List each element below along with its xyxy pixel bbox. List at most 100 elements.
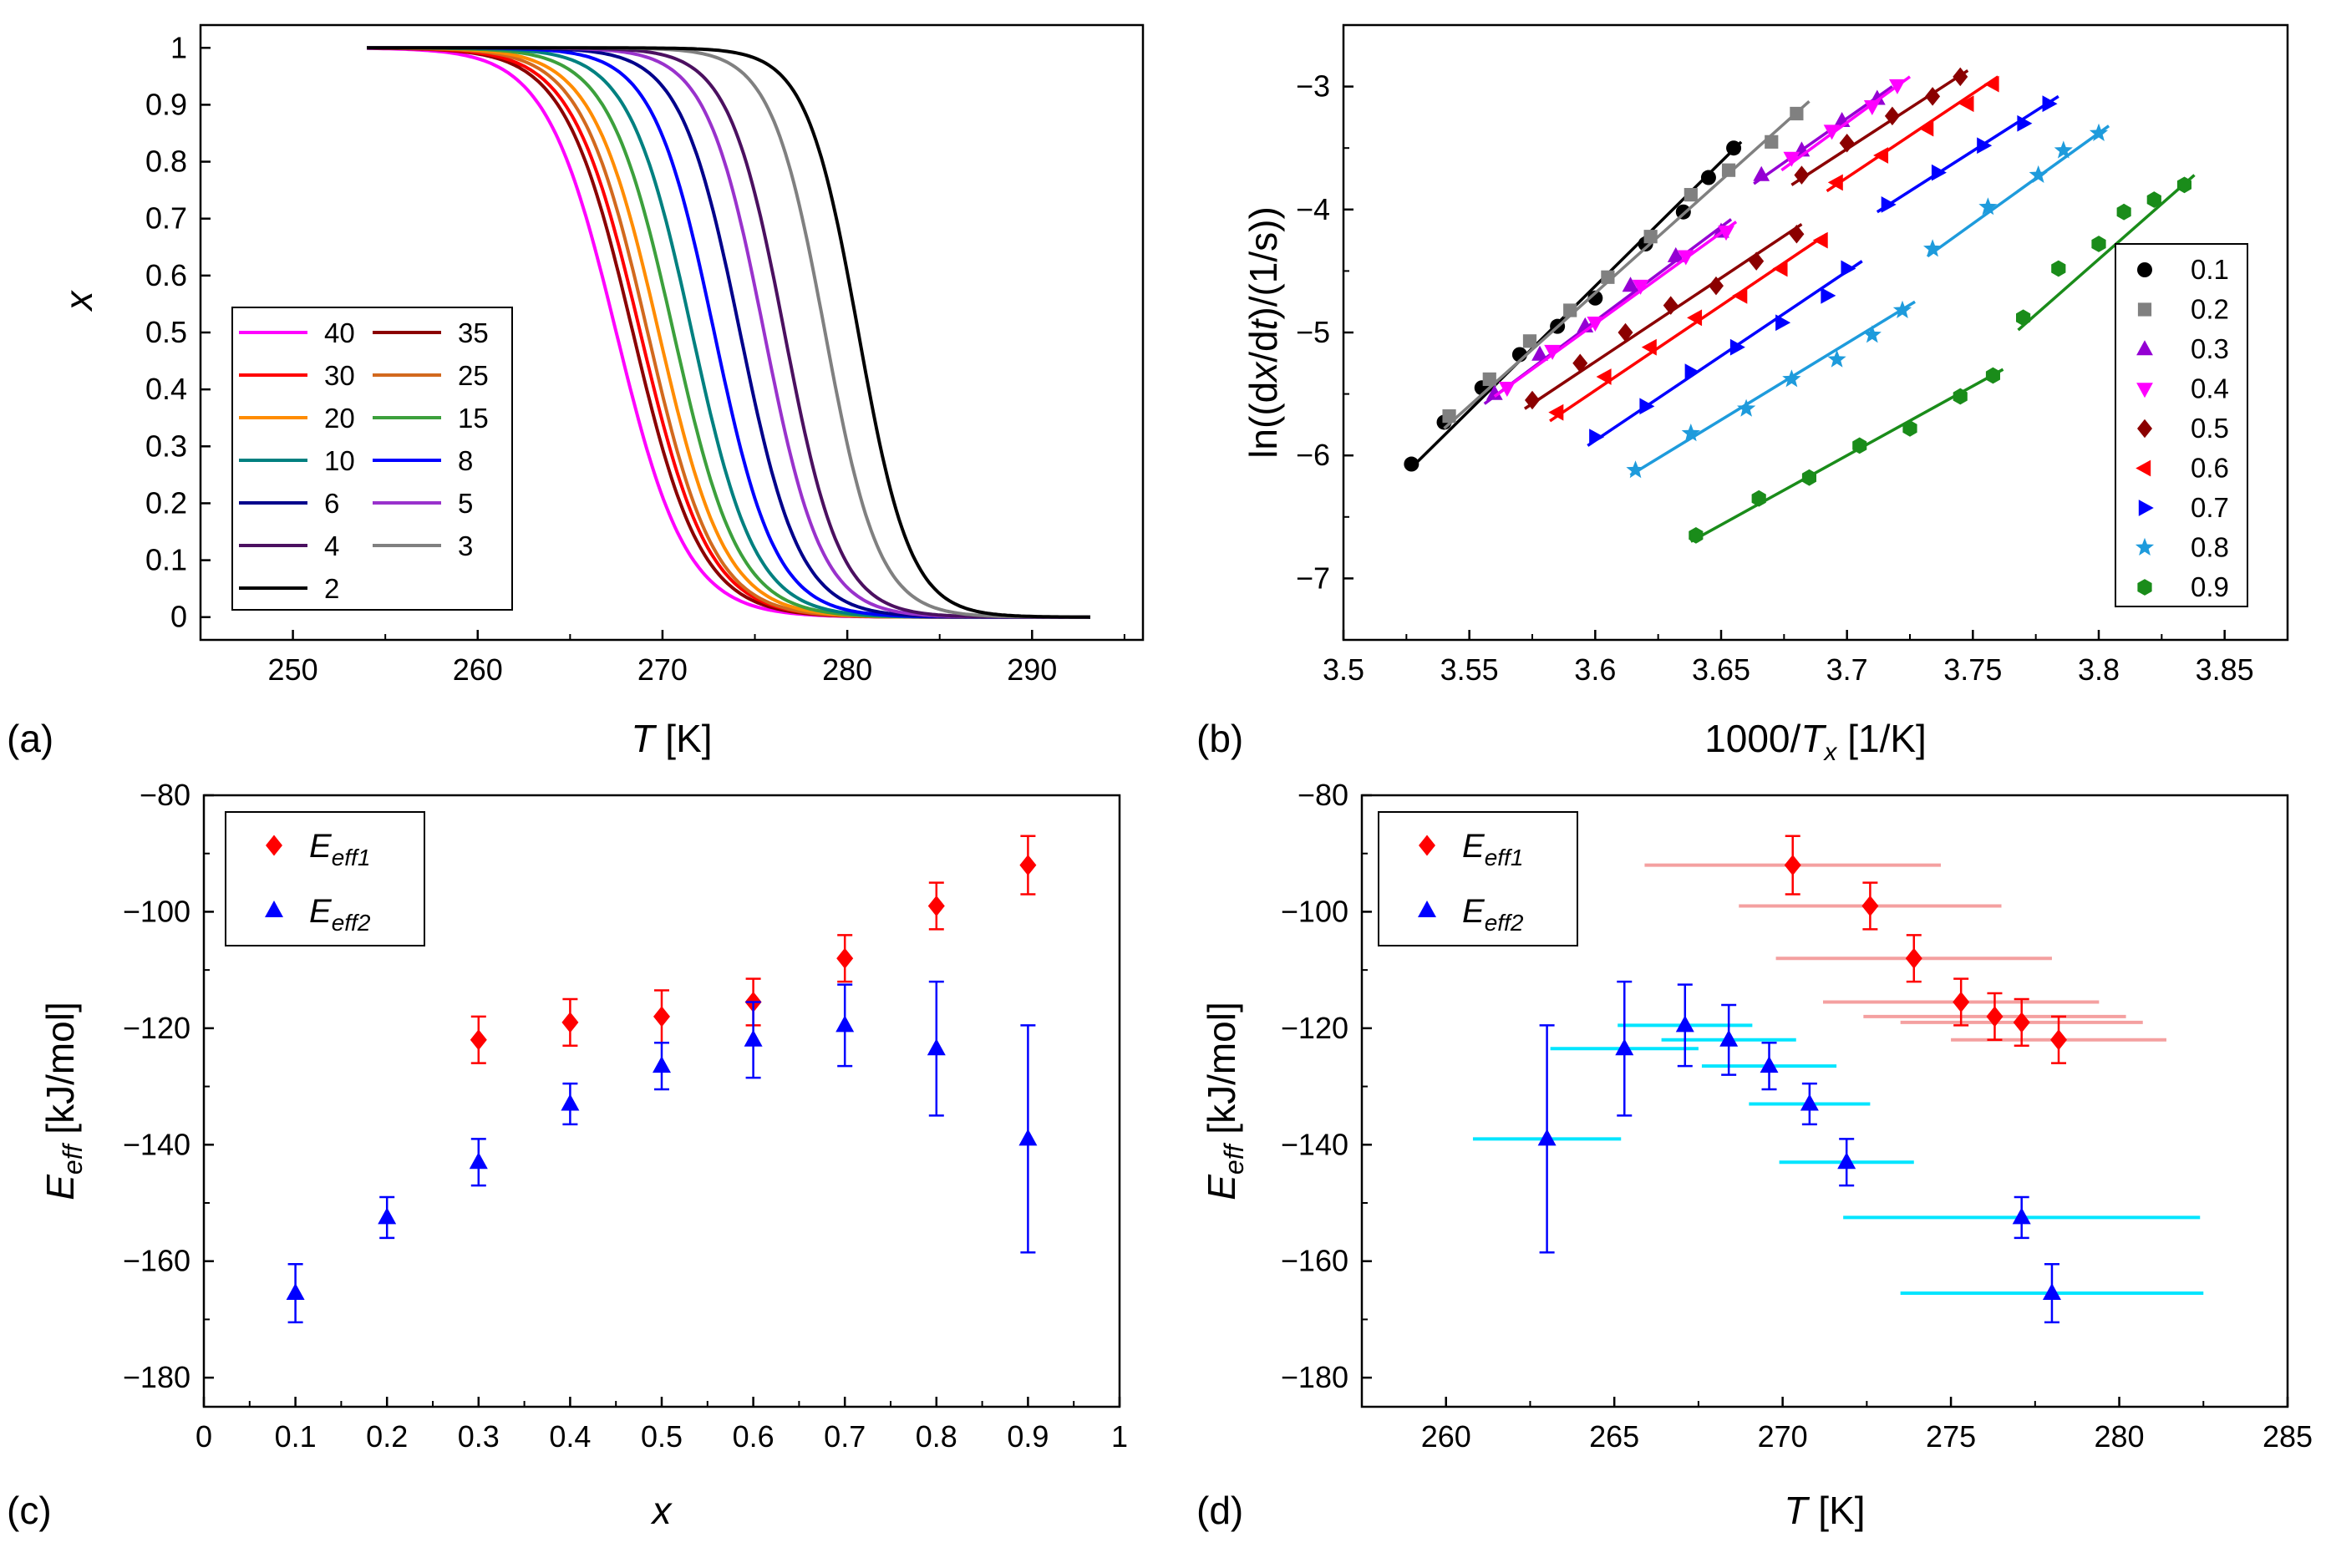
point-0.3 [1753, 165, 1770, 181]
legend-marker-eff1 [1419, 835, 1435, 856]
legend-label-eff1: Eeff1 [309, 828, 370, 870]
point-0.2 [1765, 134, 1779, 149]
point-0.7 [1841, 260, 1856, 277]
point-0.6 [1548, 403, 1564, 421]
point-0.1 [1726, 140, 1742, 156]
point-0.4 [1677, 250, 1694, 266]
fit-line-0.8 [1927, 124, 2110, 258]
x-tick-label: 3.65 [1692, 652, 1750, 687]
legend-label-eff1: Eeff1 [1462, 828, 1523, 870]
point-0.6 [1596, 368, 1612, 385]
point-0.8 [1737, 398, 1756, 417]
x-tick-label: 270 [1758, 1419, 1808, 1454]
point-0.5 [1572, 353, 1588, 373]
fit-line-0.8 [1629, 300, 1916, 477]
point-0.9 [2176, 176, 2191, 194]
point-0.2 [1721, 163, 1736, 177]
y-tick-label: −180 [1281, 1360, 1348, 1394]
point-eff2 [1837, 1152, 1856, 1170]
y-tick-label: 0.1 [145, 543, 187, 577]
plot-frame [1360, 794, 2289, 1408]
point-0.6 [1687, 309, 1703, 327]
point-eff2 [1760, 1056, 1779, 1073]
point-eff1 [470, 1029, 487, 1051]
y-axis-unit: [kJ/mol] [1200, 1002, 1243, 1144]
chart-a: 250 260 270 280 290 0 0.1 0.2 0.3 0.4 0.5 0.6 0.7 0.8… [7, 23, 1145, 760]
point-0.9 [1801, 469, 1816, 486]
point-0.4 [1718, 226, 1734, 241]
x-tick-label: 260 [453, 652, 503, 687]
y-axis-label: Eeff [kJ/mol] [38, 1002, 88, 1200]
point-eff2 [744, 1029, 763, 1047]
y-tick-label: 0.9 [145, 87, 187, 121]
point-eff1 [2013, 1012, 2030, 1033]
point-0.7 [1589, 429, 1605, 446]
point-eff1 [1861, 895, 1879, 916]
x-axis-unit: [K] [1808, 1489, 1866, 1532]
point-0.2 [1522, 334, 1537, 348]
x-tick-label: 280 [2095, 1419, 2145, 1454]
legend-var: E [1462, 893, 1485, 930]
x-tick-label: 3.55 [1440, 652, 1499, 687]
y-tick-label: −100 [1281, 894, 1348, 928]
point-0.1 [1587, 290, 1603, 306]
point-0.4 [1889, 79, 1906, 94]
point-eff2 [1615, 1038, 1634, 1056]
x-tick-label: 0.2 [366, 1419, 408, 1454]
x-tick-label: 0.1 [275, 1419, 317, 1454]
fit-line-0.2 [1443, 99, 1811, 430]
point-0.8 [2089, 123, 2109, 141]
x-axis-var: T [1800, 717, 1826, 760]
point-0.7 [1775, 314, 1791, 332]
legend-label-6: 6 [324, 488, 339, 519]
point-0.9 [2146, 191, 2161, 208]
point-0.2 [1643, 230, 1658, 244]
legend-sub: eff2 [1485, 910, 1524, 936]
point-eff2 [1675, 1015, 1694, 1033]
y-t: t [1242, 317, 1285, 330]
point-eff2 [1018, 1129, 1038, 1146]
point-0.7 [1821, 287, 1836, 304]
legend-marker-0.6 [2136, 459, 2151, 477]
point-eff2 [1800, 1094, 1819, 1111]
point-0.9 [2091, 236, 2106, 252]
point-0.5 [1663, 296, 1678, 315]
curve-2 [367, 46, 1091, 619]
y-axis-var: E [1200, 1174, 1243, 1200]
x-tick-label: 0.3 [458, 1419, 500, 1454]
x-tick-label: 0 [196, 1419, 212, 1454]
legend-label-5: 5 [458, 488, 473, 519]
fit-line-0.7 [1587, 260, 1863, 447]
y-tick-label: −7 [1296, 561, 1330, 595]
legend-label-0.1: 0.1 [2191, 254, 2229, 285]
point-0.5 [1925, 87, 1941, 106]
legend-label-35: 35 [458, 317, 489, 348]
legend-label-20: 20 [324, 403, 355, 434]
x-tick-label: 290 [1007, 652, 1057, 687]
legend-sub: eff1 [332, 845, 371, 870]
legend-box [1378, 811, 1578, 946]
legend-label-30: 30 [324, 360, 355, 391]
chart-c: 0 0.1 0.2 0.3 0.4 0.5 0.6 0.7 0.8 0.9 1 −80 −100 −120… [7, 778, 1128, 1532]
point-0.6 [1812, 231, 1828, 249]
point-0.2 [1442, 408, 1456, 424]
legend-label-0.3: 0.3 [2191, 333, 2229, 364]
x-axis-sub: x [1822, 738, 1837, 766]
point-0.9 [1902, 419, 1917, 437]
point-0.5 [1525, 390, 1540, 410]
x-tick-label: 0.8 [916, 1419, 957, 1454]
panel-label: (b) [1196, 717, 1243, 760]
point-0.3 [1667, 246, 1684, 262]
y-tick-label: −80 [1298, 778, 1348, 812]
y-tick-label: 0.2 [145, 485, 187, 520]
legend-label-0.4: 0.4 [2191, 373, 2229, 404]
point-0.4 [1544, 344, 1562, 360]
y-axis-sub: eff [1219, 1142, 1249, 1175]
point-0.9 [2116, 203, 2131, 221]
point-0.8 [1681, 424, 1700, 442]
legend-label-0.6: 0.6 [2191, 453, 2229, 484]
y-tick-label: −120 [123, 1011, 190, 1045]
legend-label-3: 3 [458, 530, 473, 561]
x-tick-label: 280 [822, 652, 872, 687]
